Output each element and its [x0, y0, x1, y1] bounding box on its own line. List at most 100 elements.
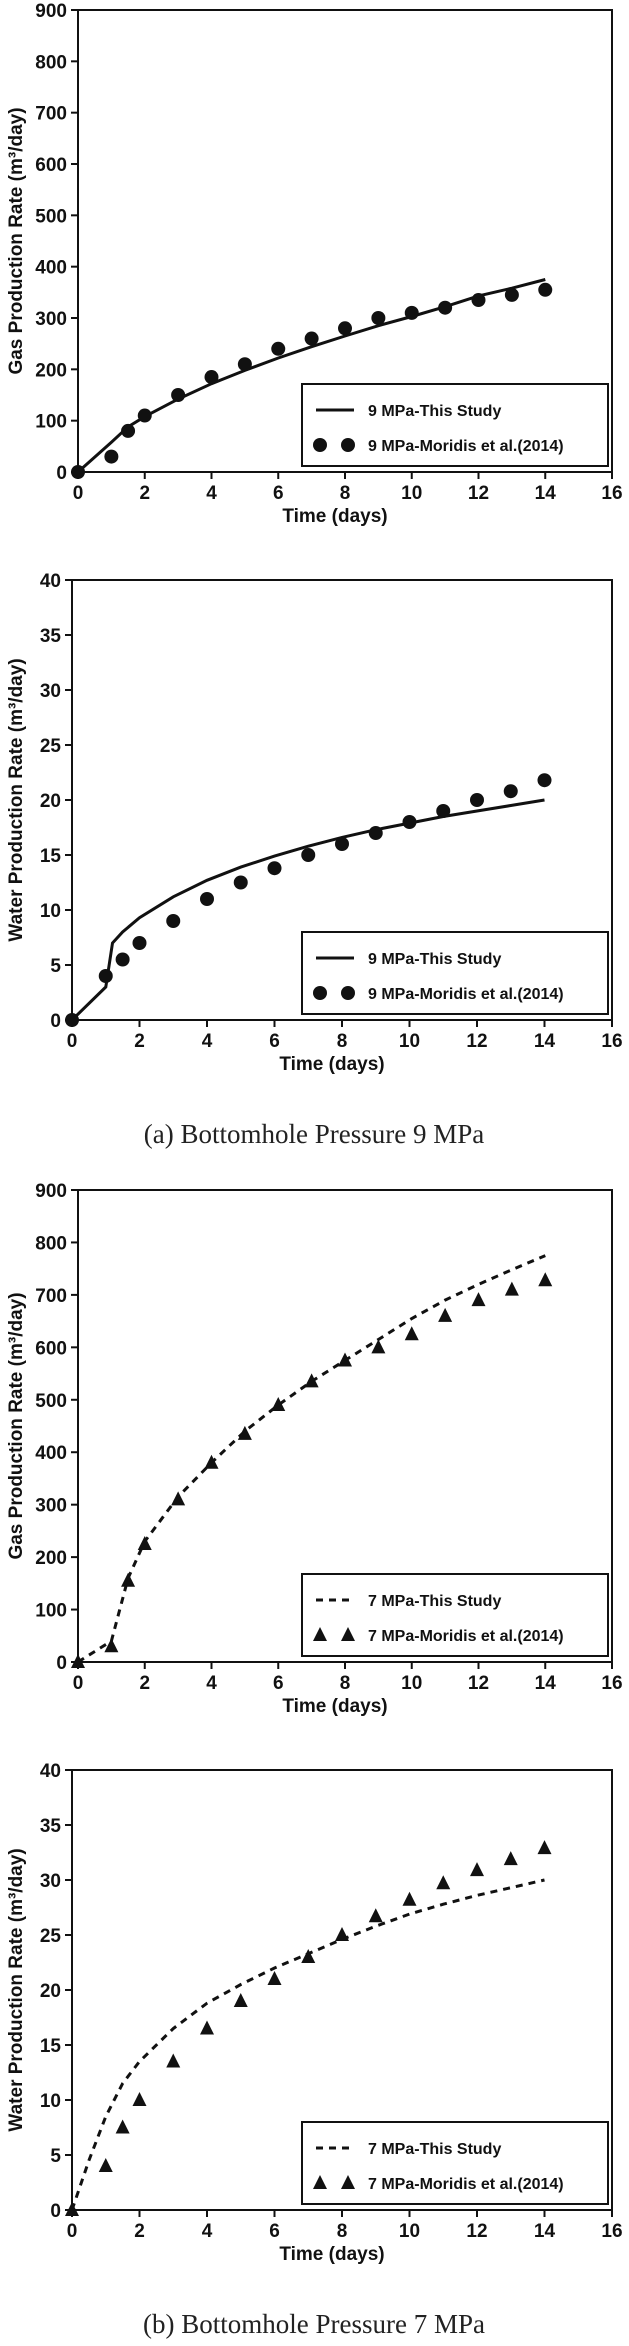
legend-entry: 9 MPa-This Study [368, 951, 501, 968]
y-axis-title: Water Production Rate (m³/day) [6, 1848, 27, 2131]
x-tick-label: 2 [134, 2221, 145, 2242]
data-point [98, 2158, 113, 2172]
x-tick-label: 10 [399, 1031, 420, 1052]
data-point [503, 1851, 518, 1866]
y-tick-label: 0 [50, 1011, 61, 1032]
data-point [65, 1013, 79, 1027]
data-point [267, 861, 282, 876]
chart-1: 0 2 4 6 8 10 12 14 16 0 5 10 15 20 25 30 35 40 Time (days)… [6, 571, 623, 1075]
y-tick-label: 400 [35, 1443, 67, 1464]
y-tick-label: 15 [40, 846, 62, 867]
y-tick-label: 400 [35, 258, 67, 279]
x-tick-label: 12 [468, 483, 489, 504]
y-tick-label: 600 [35, 155, 67, 176]
series-line [70, 798, 545, 1022]
data-point [237, 357, 252, 372]
data-point [538, 282, 553, 297]
caption-b: (b) Bottomhole Pressure 7 MPa [143, 2309, 485, 2339]
data-point [371, 311, 386, 325]
legend-marker-swatch [341, 438, 355, 452]
data-point [436, 1875, 451, 1890]
x-tick-label: 6 [273, 1673, 284, 1694]
data-point [335, 1927, 349, 1941]
data-point [115, 2119, 130, 2134]
y-tick-label: 0 [56, 463, 67, 484]
legend-entry: 9 MPa-Moridis et al.(2014) [368, 438, 564, 455]
y-tick-label: 5 [50, 956, 61, 977]
data-point [404, 305, 419, 320]
data-point [338, 321, 352, 336]
legend-marker-swatch [313, 2175, 327, 2189]
data-point [166, 2053, 181, 2068]
y-tick-label: 100 [35, 412, 67, 433]
data-point [402, 1891, 417, 1906]
y-axis-title: Gas Production Rate (m³/day) [6, 1292, 27, 1559]
data-point [171, 1491, 186, 1506]
data-point [267, 1971, 282, 1985]
x-tick-label: 6 [273, 483, 284, 504]
data-point [471, 293, 486, 308]
data-point [304, 1373, 319, 1388]
data-point [233, 875, 248, 890]
x-tick-label: 14 [534, 1031, 556, 1052]
y-tick-label: 700 [35, 1286, 67, 1307]
data-point [368, 1908, 383, 1923]
y-tick-label: 5 [50, 2146, 61, 2167]
data-point [121, 423, 136, 438]
y-tick-label: 40 [40, 571, 61, 592]
x-tick-label: 14 [535, 483, 557, 504]
x-tick-label: 8 [340, 483, 351, 504]
data-point [438, 300, 453, 315]
x-tick-label: 12 [466, 1031, 487, 1052]
y-tick-label: 100 [35, 1601, 67, 1622]
y-tick-label: 30 [40, 681, 61, 702]
data-point [368, 826, 383, 840]
data-point [436, 804, 451, 818]
series-line [77, 1254, 546, 1664]
y-tick-label: 0 [50, 2201, 61, 2222]
data-point [237, 1425, 252, 1440]
data-point [537, 773, 552, 788]
data-point [471, 1292, 486, 1307]
legend-marker-swatch [341, 2175, 355, 2189]
x-tick-label: 16 [601, 1031, 622, 1052]
x-tick-label: 2 [139, 483, 150, 504]
y-tick-label: 35 [40, 626, 62, 647]
x-tick-label: 12 [466, 2221, 487, 2242]
y-tick-label: 700 [35, 104, 67, 125]
x-tick-label: 6 [269, 1031, 280, 1052]
x-axis-title: Time (days) [279, 2244, 384, 2265]
data-point [503, 784, 518, 799]
y-tick-label: 30 [40, 1871, 61, 1892]
y-tick-label: 300 [35, 309, 67, 330]
x-axis-title: Time (days) [279, 1054, 384, 1075]
data-point [71, 465, 85, 479]
x-tick-label: 0 [67, 2221, 78, 2242]
y-tick-label: 900 [35, 1, 67, 22]
chart-2: 0 2 4 6 8 10 12 14 16 0 100 200 300 400 500 600 700 800 90… [6, 1181, 623, 1717]
x-tick-label: 0 [73, 1673, 84, 1694]
data-point [166, 914, 181, 928]
data-point [470, 793, 484, 807]
x-tick-label: 10 [401, 483, 422, 504]
legend-entry: 7 MPa-This Study [368, 2141, 501, 2158]
data-point [98, 969, 113, 983]
legend-entry: 7 MPa-This Study [368, 1593, 501, 1610]
data-point [204, 1454, 219, 1469]
data-point [71, 1654, 85, 1668]
legend-box [301, 1573, 609, 1657]
data-point [402, 815, 417, 829]
x-tick-label: 10 [399, 2221, 420, 2242]
x-tick-label: 16 [601, 483, 622, 504]
chart-0: 0 2 4 6 8 10 12 14 16 0 100 200 300 400 500 600 700 800 90… [6, 1, 623, 527]
y-tick-label: 500 [35, 206, 67, 227]
data-point [338, 1352, 352, 1367]
legend-box [301, 383, 609, 467]
legend-entry: 7 MPa-Moridis et al.(2014) [368, 1628, 564, 1645]
data-point [335, 837, 349, 851]
data-point [271, 341, 286, 356]
x-tick-label: 0 [67, 1031, 78, 1052]
legend-marker-swatch [313, 1627, 327, 1641]
x-tick-label: 16 [601, 2221, 622, 2242]
x-axis-title: Time (days) [282, 506, 387, 527]
